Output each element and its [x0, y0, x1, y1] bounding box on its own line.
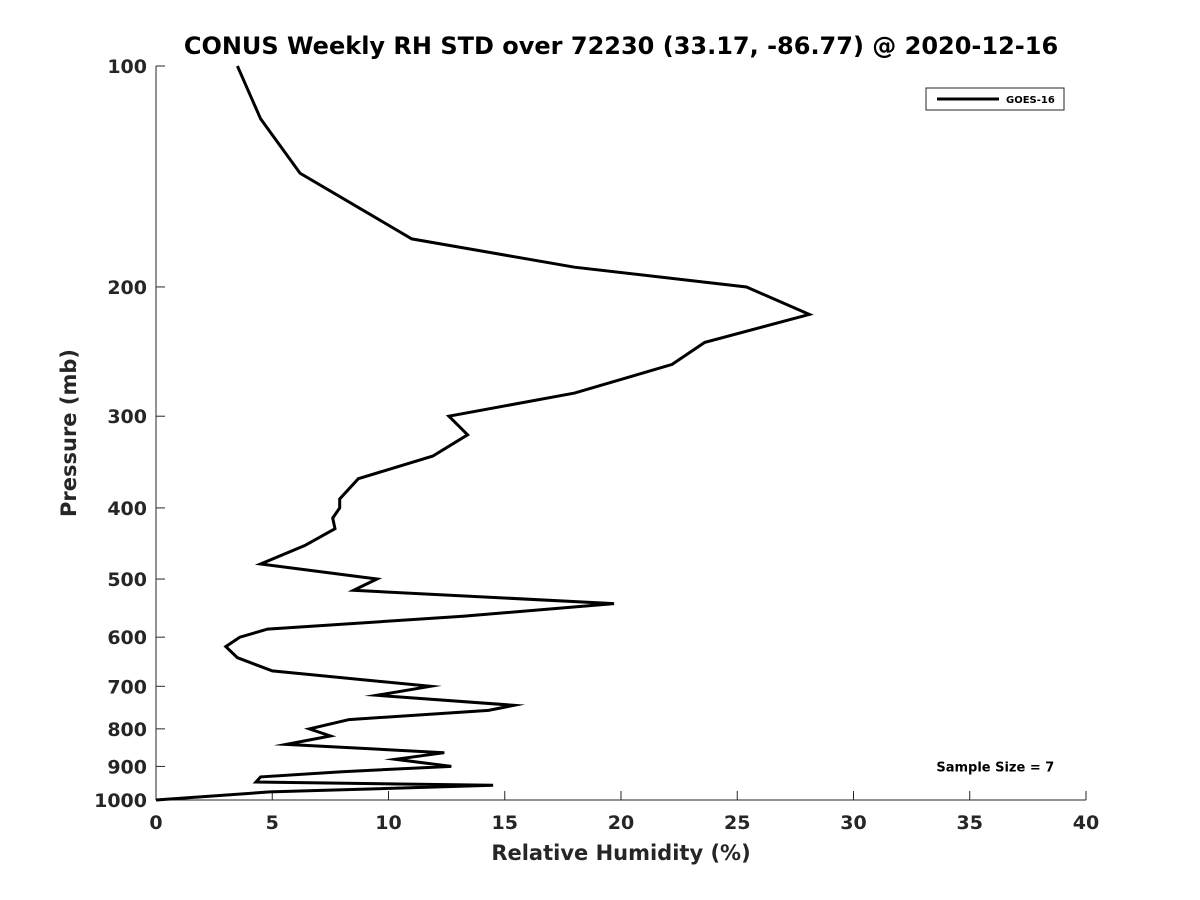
x-tick-label: 20	[608, 812, 634, 834]
y-tick-label: 200	[107, 277, 147, 299]
legend-label-goes16: GOES-16	[1006, 95, 1055, 106]
x-tick-label: 15	[492, 812, 518, 834]
y-tick-label: 900	[107, 756, 147, 778]
chart-title: CONUS Weekly RH STD over 72230 (33.17, -…	[184, 32, 1058, 60]
x-tick-label: 10	[375, 812, 401, 834]
x-tick-label: 35	[957, 812, 983, 834]
plot-area	[155, 66, 1086, 801]
y-tick-label: 300	[107, 406, 147, 428]
x-tick-label: 0	[149, 812, 162, 834]
x-tick-label: 5	[266, 812, 279, 834]
x-tick-label: 25	[724, 812, 750, 834]
y-tick-label: 500	[107, 569, 147, 591]
x-tick-label: 30	[840, 812, 866, 834]
y-tick-label: 600	[107, 627, 147, 649]
y-axis-label: Pressure (mb)	[57, 349, 81, 517]
y-axis-ticks: 100 200 300 400 500 600 700 800 900 1000	[94, 56, 165, 812]
x-axis-ticks: 0 5 10 15 20 25 30 35 40	[149, 791, 1099, 834]
legend: GOES-16	[925, 87, 1065, 111]
y-tick-label: 800	[107, 719, 147, 741]
y-tick-label: 1000	[94, 790, 147, 812]
y-tick-label: 700	[107, 676, 147, 698]
x-axis-label: Relative Humidity (%)	[491, 841, 750, 865]
y-tick-label: 100	[107, 56, 147, 78]
sample-size-annotation: Sample Size = 7	[936, 760, 1054, 775]
x-tick-label: 40	[1073, 812, 1099, 834]
y-tick-label: 400	[107, 498, 147, 520]
series-line-goes-16	[155, 65, 814, 802]
series-group	[155, 65, 814, 802]
